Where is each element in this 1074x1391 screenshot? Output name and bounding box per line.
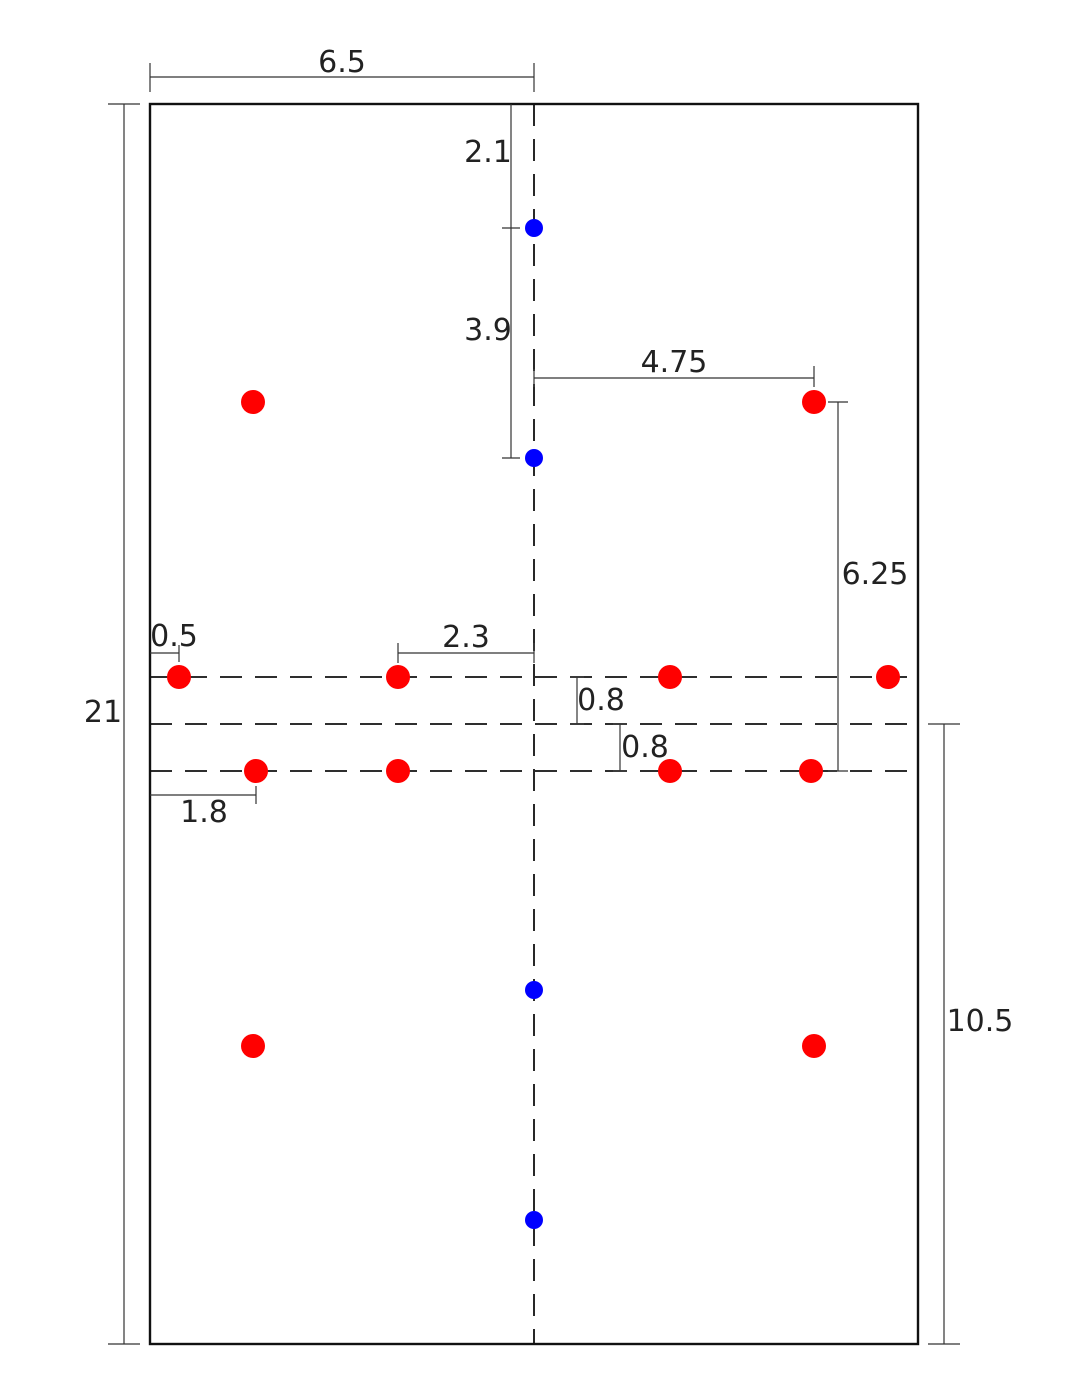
- dimension-red-vertical-gap: 6.25: [828, 401, 909, 772]
- red-point: [802, 1034, 826, 1058]
- blue-point: [525, 449, 543, 467]
- dimension-label-total-height: 21: [84, 695, 122, 730]
- red-point: [241, 1034, 265, 1058]
- dimension-inner-offset: 2.3: [397, 620, 535, 663]
- dimension-label-blue-spacing: 3.9: [464, 313, 512, 348]
- red-point: [167, 665, 191, 689]
- dimension-label-row-gap-lower: 0.8: [621, 730, 669, 765]
- red-point: [799, 759, 823, 783]
- dimension-label-edge-offset-lower: 1.8: [180, 795, 228, 830]
- red-point: [386, 759, 410, 783]
- dimension-label-top-to-first-blue: 2.1: [464, 135, 512, 170]
- blue-point: [525, 981, 543, 999]
- dimension-total-height: 21: [84, 103, 140, 1345]
- red-point: [876, 665, 900, 689]
- dimension-half-height: 10.5: [928, 723, 1014, 1345]
- dimension-label-row-gap-upper: 0.8: [577, 683, 625, 718]
- blue-point: [525, 219, 543, 237]
- blue-point: [525, 1211, 543, 1229]
- red-point: [658, 759, 682, 783]
- dimension-label-red-vertical-gap: 6.25: [842, 557, 909, 592]
- dimension-half-width: 6.5: [149, 45, 535, 92]
- red-point: [386, 665, 410, 689]
- dimension-label-edge-margin: 0.5: [150, 619, 198, 654]
- red-point: [802, 390, 826, 414]
- dimension-edge-margin: 0.5: [150, 619, 198, 662]
- red-point: [244, 759, 268, 783]
- dimension-red-offset-x: 4.75: [533, 345, 815, 387]
- dimension-row-gap-lower: 0.8: [613, 723, 669, 772]
- dimension-row-gap-upper: 0.8: [570, 676, 625, 725]
- dimension-label-half-width: 6.5: [318, 45, 366, 80]
- dimension-edge-offset-lower: 1.8: [150, 786, 257, 830]
- dimension-label-inner-offset: 2.3: [442, 620, 490, 655]
- red-point: [658, 665, 682, 689]
- dimension-label-red-offset-x: 4.75: [641, 345, 708, 380]
- red-point: [241, 390, 265, 414]
- dimension-blue-spacing-top: 2.1 3.9: [464, 104, 520, 459]
- dimension-label-half-height: 10.5: [947, 1004, 1014, 1039]
